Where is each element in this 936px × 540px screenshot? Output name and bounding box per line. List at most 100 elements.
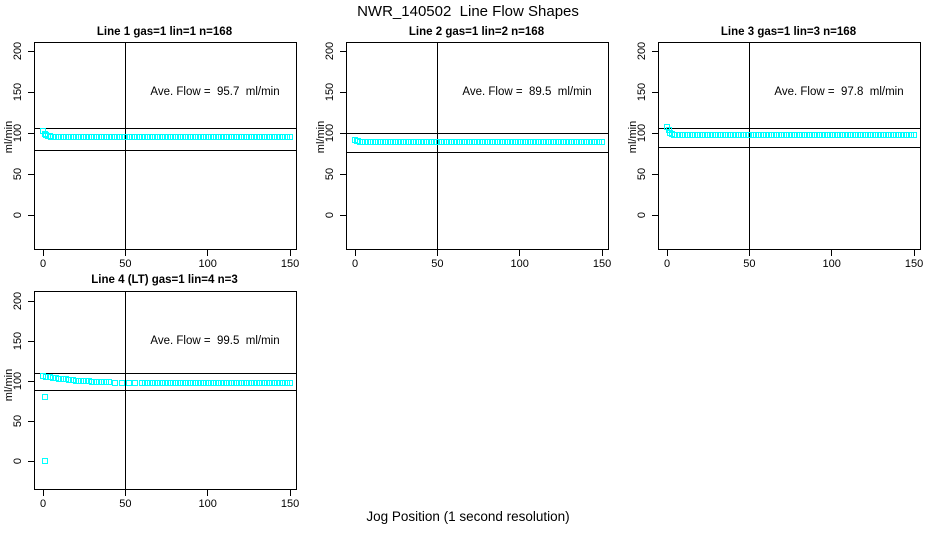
data-point <box>894 132 901 139</box>
data-point <box>82 133 89 140</box>
data-point <box>99 133 106 140</box>
y-tick-mark <box>28 460 34 462</box>
data-point <box>779 132 786 139</box>
data-point <box>240 133 247 140</box>
data-point <box>523 138 530 145</box>
data-point <box>683 132 690 139</box>
y-tick-label: 200 <box>12 41 24 61</box>
data-point <box>53 375 60 382</box>
y-tick-mark <box>340 50 346 52</box>
data-point <box>802 132 809 139</box>
data-point <box>89 378 96 385</box>
data-point <box>135 133 142 140</box>
data-point <box>782 132 789 139</box>
data-point <box>151 133 158 140</box>
data-point <box>53 133 60 140</box>
data-point <box>59 376 66 383</box>
data-point <box>112 133 119 140</box>
data-point <box>378 138 385 145</box>
data-point <box>283 380 290 386</box>
panel-title: Line 2 gas=1 lin=2 n=168 <box>408 26 545 38</box>
data-point <box>371 138 378 145</box>
y-tick-mark <box>28 50 34 52</box>
data-point <box>884 132 891 139</box>
y-tick-label: 200 <box>636 41 648 61</box>
data-point <box>762 132 769 139</box>
data-point <box>871 132 878 139</box>
data-point <box>227 133 234 140</box>
x-tick-label: 0 <box>663 258 671 270</box>
data-point <box>128 133 135 140</box>
data-point <box>171 380 178 386</box>
data-point <box>503 138 510 145</box>
data-point <box>247 133 254 140</box>
data-point <box>237 380 244 386</box>
x-tick-label: 100 <box>198 498 217 510</box>
data-point <box>234 380 241 386</box>
data-point <box>72 133 79 140</box>
data-point <box>887 132 894 139</box>
y-tick-mark <box>28 214 34 216</box>
data-point <box>122 133 129 140</box>
data-point <box>244 380 251 386</box>
x-tick-mark <box>124 250 126 256</box>
data-point <box>125 379 132 386</box>
data-point <box>82 378 89 385</box>
data-point <box>454 138 461 145</box>
data-point <box>841 132 848 139</box>
data-point <box>533 138 540 145</box>
x-tick-label: 150 <box>904 258 924 270</box>
data-point <box>211 380 218 386</box>
x-tick-mark <box>124 490 126 496</box>
data-point <box>181 380 188 386</box>
y-tick-mark <box>28 300 34 302</box>
x-tick-label: 50 <box>743 258 756 270</box>
data-point <box>250 133 257 140</box>
x-tick-label: 100 <box>198 258 217 270</box>
data-point <box>536 138 543 145</box>
data-point <box>92 133 99 140</box>
data-point <box>713 132 720 139</box>
x-tick-mark <box>436 250 438 256</box>
y-tick-label: 100 <box>324 123 336 143</box>
data-point <box>204 133 211 140</box>
data-point <box>526 138 533 145</box>
panel-title: Line 1 gas=1 lin=1 n=168 <box>96 26 233 38</box>
data-point <box>756 132 763 139</box>
x-tick-label: 100 <box>822 258 841 270</box>
y-tick-mark <box>340 173 346 175</box>
y-tick-label: 50 <box>324 167 336 181</box>
x-tick-label: 100 <box>510 258 529 270</box>
data-point <box>227 380 234 386</box>
data-point <box>66 376 73 383</box>
data-point <box>384 138 391 145</box>
data-point <box>868 132 875 139</box>
data-point <box>519 138 526 145</box>
x-tick-label: 150 <box>592 258 612 270</box>
y-tick-label: 0 <box>12 211 24 219</box>
x-tick-label: 0 <box>39 258 47 270</box>
data-point <box>56 133 63 140</box>
data-point <box>845 132 852 139</box>
data-point <box>513 138 520 145</box>
panel-line-2: Line 2 gas=1 lin=2 n=168 ml/min Ave. Flo… <box>312 22 624 270</box>
data-point <box>470 138 477 145</box>
data-point <box>719 132 726 139</box>
x-tick-mark <box>748 250 750 256</box>
data-point <box>207 380 214 386</box>
data-point <box>690 132 697 139</box>
data-point <box>99 379 106 386</box>
data-point <box>864 132 871 139</box>
data-point <box>280 380 287 386</box>
data-point <box>785 132 792 139</box>
data-point <box>394 138 401 145</box>
data-point <box>696 132 703 139</box>
horizontal-reference-line <box>35 390 296 392</box>
data-point <box>214 133 221 140</box>
data-point <box>234 133 241 140</box>
horizontal-reference-line <box>347 152 608 154</box>
data-point <box>473 138 480 145</box>
data-point <box>365 138 372 145</box>
data-point <box>69 133 76 140</box>
data-point <box>572 138 579 145</box>
